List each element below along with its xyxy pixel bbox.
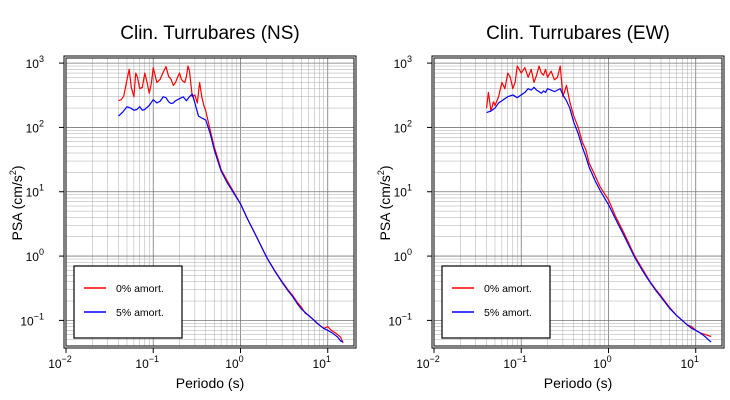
legend-box (73, 265, 183, 339)
x-tick-label: 10−1 (503, 354, 527, 371)
chart-panel-ew: Clin. Turrubares (EW) 10−2 10−1 100 101 10−1… (376, 23, 725, 391)
x-tick-label: 100 (593, 354, 611, 371)
legend-label: 5% amort. (116, 307, 164, 319)
x-tick-label: 100 (225, 354, 243, 371)
y-tick-label: 100 (394, 247, 412, 264)
y-tick-label: 103 (394, 54, 412, 71)
legend: 0% amort. 5% amort. (441, 265, 551, 339)
plot-frame (427, 55, 725, 353)
legend-box (441, 265, 551, 339)
y-axis-label: PSA (cm/s2) (8, 165, 25, 240)
legend-label: 0% amort. (116, 283, 164, 295)
y-tick-label: 101 (26, 183, 44, 200)
chart-panel-ns: Clin. Turrubares (NS) 10−2 10−1 100 101 10−1… (8, 23, 357, 391)
x-axis-label: Periodo (s) (176, 375, 244, 391)
grid (65, 58, 355, 347)
y-tick-label: 102 (26, 118, 44, 135)
y-tick-label: 101 (394, 183, 412, 200)
series-layer (485, 65, 712, 343)
y-tick-label: 103 (26, 54, 44, 71)
y-tick-label: 10−1 (388, 311, 412, 328)
x-tick-label: 101 (681, 354, 699, 371)
x-tick-label: 10−1 (135, 354, 159, 371)
series-line (118, 93, 344, 343)
tick-labels: 10−2 10−1 100 101 10−1 100 101 102 103 (388, 54, 699, 371)
y-axis-label: PSA (cm/s2) (376, 165, 393, 240)
x-tick-label: 101 (313, 354, 331, 371)
x-tick-label: 10−2 (416, 354, 440, 371)
series-layer (118, 65, 344, 343)
legend: 0% amort. 5% amort. (73, 265, 183, 339)
x-axis-label: Periodo (s) (544, 375, 612, 391)
legend-label: 5% amort. (484, 307, 532, 319)
frame-outer (63, 55, 357, 349)
frame-inner (65, 57, 355, 347)
y-tick-label: 100 (26, 247, 44, 264)
tick-labels: 10−2 10−1 100 101 10−1 100 101 102 103 (20, 54, 331, 371)
y-tick-label: 10−1 (20, 311, 44, 328)
plot-frame (59, 55, 357, 353)
frame-outer (431, 55, 725, 349)
frame-inner (433, 57, 723, 347)
chart-title: Clin. Turrubares (NS) (120, 23, 300, 44)
series-line (486, 86, 712, 343)
chart-title: Clin. Turrubares (EW) (486, 23, 670, 44)
y-tick-label: 102 (394, 118, 412, 135)
legend-label: 0% amort. (484, 283, 532, 295)
x-tick-label: 10−2 (48, 354, 72, 371)
